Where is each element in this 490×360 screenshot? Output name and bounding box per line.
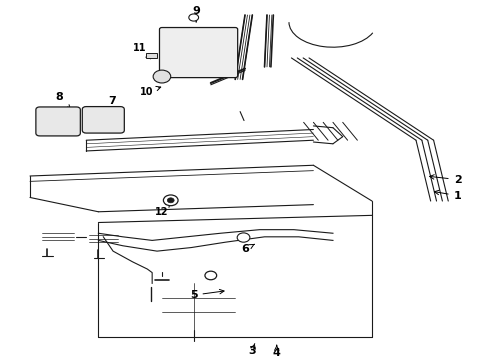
Text: 6: 6 <box>241 244 254 255</box>
Circle shape <box>189 14 198 21</box>
Text: 3: 3 <box>248 343 256 356</box>
Circle shape <box>167 198 174 203</box>
Text: 5: 5 <box>190 289 224 300</box>
FancyBboxPatch shape <box>82 107 124 133</box>
FancyBboxPatch shape <box>36 107 80 136</box>
Bar <box>147 53 157 58</box>
Text: 4: 4 <box>273 345 281 358</box>
Text: 11: 11 <box>133 43 150 59</box>
Text: 8: 8 <box>55 92 71 109</box>
FancyBboxPatch shape <box>159 27 238 78</box>
Circle shape <box>237 233 250 242</box>
Text: 7: 7 <box>108 96 116 112</box>
Circle shape <box>163 195 178 206</box>
Circle shape <box>205 271 217 280</box>
Text: 1: 1 <box>435 190 462 201</box>
Text: 12: 12 <box>155 202 170 217</box>
Text: 2: 2 <box>430 175 462 185</box>
Text: 10: 10 <box>140 86 161 97</box>
Circle shape <box>153 70 171 83</box>
Text: 9: 9 <box>192 6 200 22</box>
